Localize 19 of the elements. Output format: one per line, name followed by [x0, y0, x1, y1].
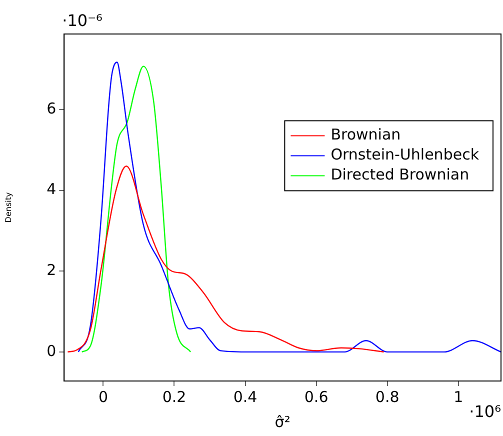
legend-label: Directed Brownian: [330, 166, 470, 184]
legend-label: Ornstein-Uhlenbeck: [330, 146, 480, 164]
x-tick-label: 0.4: [233, 388, 258, 406]
text: ·10⁻⁶: [62, 11, 102, 30]
x-axis-title: σ̂²: [274, 412, 290, 431]
y-tick-label: 0: [46, 342, 56, 360]
text: ·10⁶: [469, 402, 501, 422]
legend-label: Brownian: [330, 126, 401, 144]
y-tick-label: 4: [46, 180, 56, 198]
line-series: [78, 62, 501, 353]
x-tick-label: 0.6: [304, 388, 328, 406]
x-tick-label: 1: [454, 388, 464, 406]
y-tick-label: 2: [46, 261, 56, 280]
x-tick-label: 0: [98, 388, 108, 406]
y-tick-label: 6: [46, 99, 56, 118]
line-series: [81, 66, 192, 353]
x-tick-label: 0.8: [375, 388, 400, 406]
x-tick-label: 0.2: [162, 388, 186, 406]
y-axis-title: Density: [4, 192, 13, 223]
